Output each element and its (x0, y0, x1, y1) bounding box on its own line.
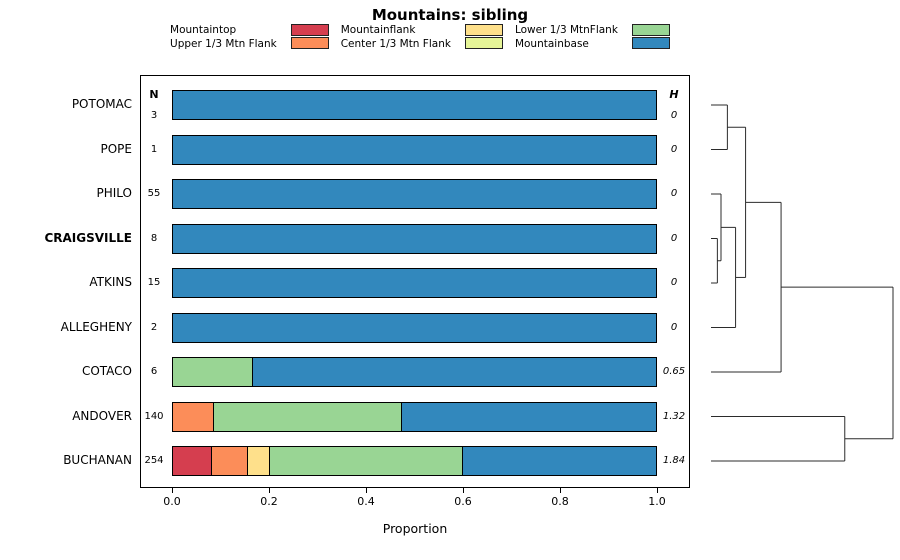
bar-philo (172, 179, 657, 209)
chart-title: Mountains: sibling (371, 6, 529, 24)
x-tick (559, 488, 561, 493)
y-label-andover: ANDOVER (72, 408, 132, 423)
segment-mountainbase (252, 358, 656, 386)
legend-swatch-mountainflank (464, 24, 503, 36)
segment-mountainbase (173, 313, 656, 342)
x-tick (656, 488, 658, 493)
h-value: 0 (670, 277, 678, 288)
legend-group: Lower 1/3 MtnFlank Mountainbase (515, 24, 670, 51)
n-value: 1 (150, 143, 158, 155)
segment-mountainbase (173, 269, 656, 297)
y-label-allegheny: ALLEGHENY (60, 319, 132, 334)
x-tick (462, 488, 464, 493)
h-value: 0 (670, 110, 678, 121)
y-label-buchanan: BUCHANAN (63, 453, 132, 467)
segment-mountaintop (173, 447, 212, 475)
n-value: 140 (144, 410, 164, 422)
x-tick-label: 0.2 (260, 495, 278, 508)
x-tick-label: 0.8 (551, 495, 569, 508)
segment-mountainbase (173, 91, 656, 119)
h-value: 0 (670, 321, 678, 333)
segment-lower-1-3-mtnflank (173, 358, 253, 386)
bar-potomac (172, 90, 657, 120)
segment-mountainbase (462, 447, 656, 475)
bar-allegheny (172, 312, 657, 343)
bar-andover (172, 401, 657, 432)
n-value: 15 (147, 277, 161, 288)
legend-group: Mountaintop Upper 1/3 Mtn Flank (170, 24, 329, 51)
x-tick-label: 1.0 (648, 495, 666, 508)
n-value: 3 (150, 110, 158, 121)
segment-mountainbase (173, 224, 656, 253)
segment-upper-1-3-mtn-flank (173, 402, 215, 431)
h-value: 0 (670, 143, 678, 155)
y-label-philo: PHILO (96, 186, 132, 200)
y-label-cotaco: COTACO (81, 364, 132, 378)
h-value: 1.84 (662, 455, 686, 466)
h-value: 1.32 (662, 410, 686, 422)
segment-upper-1-3-mtn-flank (211, 447, 248, 475)
x-tick (268, 488, 270, 493)
x-tick (365, 488, 367, 493)
segment-lower-1-3-mtnflank (214, 402, 403, 431)
segment-mountainbase (173, 180, 656, 208)
h-header: H (669, 88, 679, 101)
x-tick-label: 0.0 (163, 495, 181, 508)
n-header: N (149, 88, 159, 101)
legend-swatch-upper-1-3-mtn-flank (290, 37, 329, 49)
legend-swatch-mountainbase (631, 37, 670, 49)
segment-mountainbase (173, 135, 656, 164)
y-label-potomac: POTOMAC (71, 97, 132, 111)
bar-pope (172, 134, 657, 165)
n-value: 8 (150, 232, 158, 244)
h-value: 0 (670, 188, 678, 199)
h-value: 0 (670, 232, 678, 244)
legend-label-lower-1-3-mtnflank: Lower 1/3 MtnFlank (514, 24, 618, 36)
legend-swatch-center-1-3-mtn-flank (464, 37, 503, 49)
x-tick-label: 0.4 (357, 495, 375, 508)
y-label-atkins: ATKINS (89, 275, 132, 289)
legend-swatch-mountaintop (290, 24, 329, 36)
segment-lower-1-3-mtnflank (269, 447, 463, 475)
legend-label-mountainflank: Mountainflank (340, 24, 416, 36)
y-label-pope: POPE (100, 141, 133, 156)
y-label-craigsville: CRAIGSVILLE (44, 230, 132, 245)
n-value: 2 (150, 321, 158, 333)
legend: Mountaintop Upper 1/3 Mtn Flank Mountainfl… (0, 24, 840, 51)
n-value: 55 (147, 188, 161, 199)
h-value: 0.65 (662, 366, 686, 377)
x-axis-title: Proportion (382, 521, 448, 536)
legend-group: Mountainflank Center 1/3 Mtn Flank (341, 24, 503, 51)
n-value: 254 (144, 455, 164, 466)
legend-swatch-lower-1-3-mtnflank (631, 24, 670, 36)
segment-mountainflank (247, 447, 270, 475)
segment-mountainbase (402, 402, 656, 431)
x-tick (171, 488, 173, 493)
bar-buchanan (172, 446, 657, 476)
legend-label-upper-1-3-mtn-flank: Upper 1/3 Mtn Flank (170, 38, 277, 50)
dendrogram (711, 104, 894, 462)
plot-panel (140, 75, 690, 488)
bar-atkins (172, 268, 657, 298)
legend-label-mountaintop: Mountaintop (170, 24, 237, 36)
x-tick-label: 0.6 (454, 495, 472, 508)
bar-craigsville (172, 223, 657, 254)
bar-cotaco (172, 357, 657, 387)
n-value: 6 (150, 366, 158, 377)
legend-label-mountainbase: Mountainbase (514, 38, 589, 50)
legend-label-center-1-3-mtn-flank: Center 1/3 Mtn Flank (340, 38, 451, 50)
